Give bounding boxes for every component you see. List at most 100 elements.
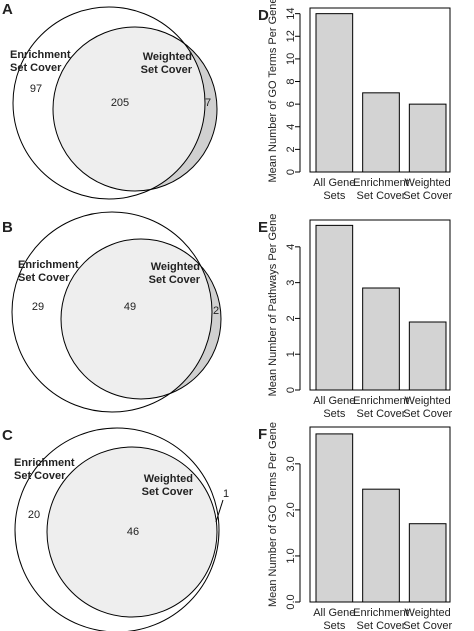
x-tick-label-line: Enrichment — [353, 177, 409, 189]
x-tick-label: Weighted Set Cover — [403, 177, 452, 202]
x-tick-label-line: Set Cover — [357, 620, 406, 631]
set-label: Weighted Set Cover — [142, 473, 194, 498]
x-tick-label: All Gene Sets — [313, 607, 355, 631]
count-label: 205 — [111, 97, 129, 109]
y-tick-label: 0 — [285, 387, 297, 393]
y-tick-label: 6 — [285, 101, 297, 107]
x-tick-label-line: Sets — [323, 190, 346, 202]
y-tick-label: 2 — [285, 146, 297, 152]
bar — [315, 13, 354, 173]
y-tick-label: 8 — [285, 78, 297, 84]
panel-label: D — [258, 7, 269, 24]
overlap-region — [47, 447, 217, 617]
y-tick-label: 3.0 — [285, 456, 297, 471]
y-tick-label: 1.0 — [285, 548, 297, 563]
x-tick-label-line: Set Cover — [403, 620, 452, 631]
enrichment-circle — [12, 6, 206, 200]
x-tick-label-line: Set Cover — [403, 190, 452, 202]
overlap-region — [53, 27, 205, 191]
panel-label: F — [258, 426, 267, 443]
x-tick-label-line: Enrichment — [353, 395, 409, 407]
weighted-circle — [46, 446, 218, 618]
bar — [408, 103, 447, 173]
panel-label: E — [258, 219, 268, 236]
count-label: 1 — [223, 488, 229, 500]
enrichment-circle — [11, 211, 213, 413]
y-tick-label: 0 — [285, 169, 297, 175]
x-tick-label-line: All Gene — [313, 607, 355, 619]
x-tick-label-line: Weighted — [405, 177, 451, 189]
set-label-line: Weighted — [144, 473, 193, 485]
x-tick-label-line: All Gene — [313, 395, 355, 407]
set-label-line: Set Cover — [18, 272, 70, 284]
x-tick-label-line: Sets — [323, 408, 346, 420]
bar — [362, 488, 400, 603]
bar — [408, 523, 447, 603]
set-label-line: Set Cover — [149, 274, 201, 286]
x-tick-label-line: All Gene — [313, 177, 355, 189]
panel-label: B — [2, 219, 13, 236]
x-tick-label: Enrichment Set Cover — [353, 607, 409, 631]
x-tick-label-line: Set Cover — [403, 408, 452, 420]
count-label: 29 — [32, 301, 44, 313]
x-tick-label-line: Sets — [323, 620, 346, 631]
y-tick-label: 1 — [285, 351, 297, 357]
bar — [315, 224, 354, 391]
set-label: Enrichment Set Cover — [10, 49, 71, 74]
y-tick-label: 2.0 — [285, 502, 297, 517]
y-axis-label: Mean Number of GO Terms Per Gene — [267, 0, 279, 183]
x-tick-label-line: Enrichment — [353, 607, 409, 619]
set-label-line: Enrichment — [18, 259, 79, 271]
set-label-line: Weighted — [151, 261, 200, 273]
x-tick-label: All Gene Sets — [313, 395, 355, 420]
x-tick-label-line: Set Cover — [357, 190, 406, 202]
set-label: Enrichment Set Cover — [18, 259, 79, 284]
y-tick-label: 2 — [285, 315, 297, 321]
set-label-line: Set Cover — [142, 486, 194, 498]
set-label-line: Set Cover — [14, 470, 66, 482]
x-tick-label: Enrichment Set Cover — [353, 395, 409, 420]
count-label: 46 — [127, 526, 139, 538]
count-label: 2 — [213, 305, 219, 317]
pointer — [215, 499, 224, 523]
y-tick-label: 14 — [285, 8, 297, 20]
x-tick-label-line: Weighted — [405, 607, 451, 619]
set-label-line: Set Cover — [141, 64, 193, 76]
y-tick-label: 12 — [285, 30, 297, 42]
enrichment-circle — [14, 427, 220, 631]
x-tick-label: Weighted Set Cover — [403, 607, 452, 631]
panel-label: A — [2, 1, 13, 18]
x-tick-label: All Gene Sets — [313, 177, 355, 202]
weighted-circle — [60, 238, 222, 400]
x-tick-label-line: Set Cover — [357, 408, 406, 420]
set-label: Weighted Set Cover — [141, 51, 193, 76]
y-tick-label: 4 — [285, 244, 297, 250]
count-label: 97 — [30, 83, 42, 95]
bar — [408, 321, 447, 391]
set-label: Weighted Set Cover — [149, 261, 201, 286]
x-tick-label-line: Weighted — [405, 395, 451, 407]
set-label-line: Enrichment — [14, 457, 75, 469]
count-label: 49 — [124, 301, 136, 313]
y-axis-label: Mean Number of GO Terms Per Gene — [267, 422, 279, 607]
set-label-line: Set Cover — [10, 62, 62, 74]
y-tick-label: 0.0 — [285, 594, 297, 609]
x-tick-label: Weighted Set Cover — [403, 395, 452, 420]
count-label: 7 — [205, 97, 211, 109]
set-label: Enrichment Set Cover — [14, 457, 75, 482]
y-tick-label: 4 — [285, 124, 297, 130]
bar — [315, 433, 354, 603]
bar — [362, 287, 400, 391]
overlap-region — [61, 239, 212, 399]
set-label-line: Enrichment — [10, 49, 71, 61]
weighted-circle — [52, 26, 218, 192]
y-tick-label: 3 — [285, 280, 297, 286]
count-label: 20 — [28, 509, 40, 521]
x-tick-label: Enrichment Set Cover — [353, 177, 409, 202]
set-label-line: Weighted — [143, 51, 192, 63]
y-tick-label: 10 — [285, 53, 297, 65]
panel-label: C — [2, 427, 13, 444]
y-axis-label: Mean Number of Pathways Per Gene — [267, 214, 279, 397]
bar — [362, 92, 400, 173]
